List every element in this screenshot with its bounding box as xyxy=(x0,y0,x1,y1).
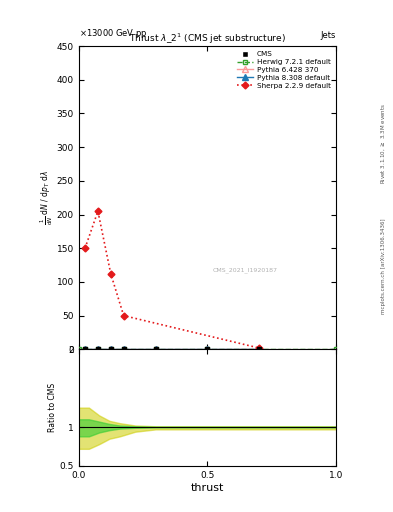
Text: $\times$13000 GeV pp: $\times$13000 GeV pp xyxy=(79,27,147,40)
Y-axis label: Ratio to CMS: Ratio to CMS xyxy=(48,383,57,432)
Text: mcplots.cern.ch [arXiv:1306.3436]: mcplots.cern.ch [arXiv:1306.3436] xyxy=(381,219,386,314)
Y-axis label: $\frac{1}{\mathrm{d}N}$ $\mathrm{d}N$ / $\mathrm{d}p_T$ $\mathrm{d}\lambda$: $\frac{1}{\mathrm{d}N}$ $\mathrm{d}N$ / … xyxy=(39,170,55,225)
Text: Rivet 3.1.10, $\geq$ 3.3M events: Rivet 3.1.10, $\geq$ 3.3M events xyxy=(379,103,387,184)
X-axis label: thrust: thrust xyxy=(191,482,224,493)
Text: CMS_2021_I1920187: CMS_2021_I1920187 xyxy=(213,268,277,273)
Title: Thrust $\lambda\_2^{1}$ (CMS jet substructure): Thrust $\lambda\_2^{1}$ (CMS jet substru… xyxy=(129,32,286,46)
Text: Jets: Jets xyxy=(321,31,336,40)
Legend: CMS, Herwig 7.2.1 default, Pythia 6.428 370, Pythia 8.308 default, Sherpa 2.2.9 : CMS, Herwig 7.2.1 default, Pythia 6.428 … xyxy=(236,50,332,90)
